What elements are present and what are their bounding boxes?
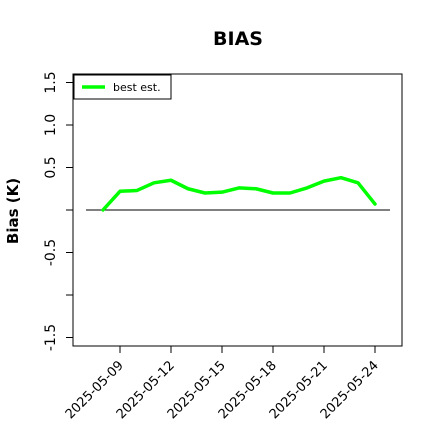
legend: best est.	[73, 74, 172, 100]
y-axis-label: Bias (K)	[4, 178, 22, 244]
y-tick-label: 1.5	[43, 71, 59, 93]
y-tick-label: -0.5	[43, 239, 59, 266]
y-tick-label: 0.5	[43, 156, 59, 178]
series-line	[101, 175, 377, 212]
y-tick-label: -1.5	[43, 324, 59, 351]
y-axis: -1.5 -0.5 0.5 1.0 1.5	[43, 71, 73, 351]
series-group	[101, 175, 377, 212]
chart-title: BIAS	[213, 28, 263, 50]
y-tick-label: 1.0	[43, 114, 59, 136]
legend-label: best est.	[113, 81, 161, 94]
x-axis: 2025-05-092025-05-122025-05-152025-05-18…	[63, 346, 382, 422]
